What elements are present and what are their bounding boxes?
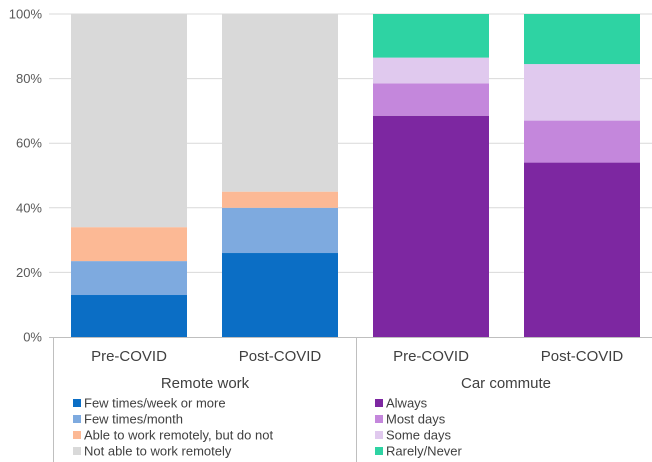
bar-segment (524, 64, 640, 121)
legend-swatch (375, 415, 383, 423)
legend-label: Rarely/Never (386, 444, 463, 459)
bar-segment (222, 14, 338, 192)
bar-segment (222, 191, 338, 208)
y-tick-label: 40% (16, 200, 42, 215)
bar-segment (524, 120, 640, 163)
group-labels: Remote work Car commute (161, 375, 551, 392)
legend-swatch (73, 399, 81, 407)
bar-segment (222, 253, 338, 337)
bar-segment (71, 227, 187, 262)
bar-segment (373, 14, 489, 58)
y-tick-label: 60% (16, 136, 42, 151)
y-tick-label: 0% (23, 330, 42, 345)
y-tick-label: 20% (16, 265, 42, 280)
legend-label: Not able to work remotely (84, 444, 232, 459)
x-axis (49, 337, 652, 462)
y-tick-label: 100% (9, 7, 43, 22)
bar-segment (373, 57, 489, 84)
legend-label: Few times/week or more (84, 396, 226, 411)
bar-segment (71, 261, 187, 296)
legend-swatch (73, 415, 81, 423)
bar-segment (373, 115, 489, 338)
legend-label: Some days (386, 428, 452, 443)
group-label: Car commute (461, 375, 551, 392)
legend-label: Always (386, 396, 428, 411)
group-label: Remote work (161, 375, 250, 392)
legend-swatch (73, 431, 81, 439)
y-axis-ticks: 0% 20% 40% 60% 80% 100% (9, 7, 43, 345)
legend-swatch (375, 447, 383, 455)
legend-swatch (375, 431, 383, 439)
legend-swatch (375, 399, 383, 407)
category-label: Post-COVID (541, 348, 624, 365)
bar-segment (71, 295, 187, 337)
legend-swatch (73, 447, 81, 455)
legend-label: Few times/month (84, 412, 183, 427)
bar-segment (222, 207, 338, 254)
bars (71, 14, 640, 338)
legend-label: Most days (386, 412, 446, 427)
bar-segment (524, 162, 640, 337)
category-label: Post-COVID (239, 348, 322, 365)
category-label: Pre-COVID (393, 348, 469, 365)
legend-label: Able to work remotely, but do not (84, 428, 273, 443)
y-tick-label: 80% (16, 71, 42, 86)
bar-segment (71, 14, 187, 228)
bar-segment (524, 14, 640, 65)
bar-segment (373, 83, 489, 116)
category-label: Pre-COVID (91, 348, 167, 365)
category-labels: Pre-COVID Post-COVID Pre-COVID Post-COVID (91, 348, 623, 365)
